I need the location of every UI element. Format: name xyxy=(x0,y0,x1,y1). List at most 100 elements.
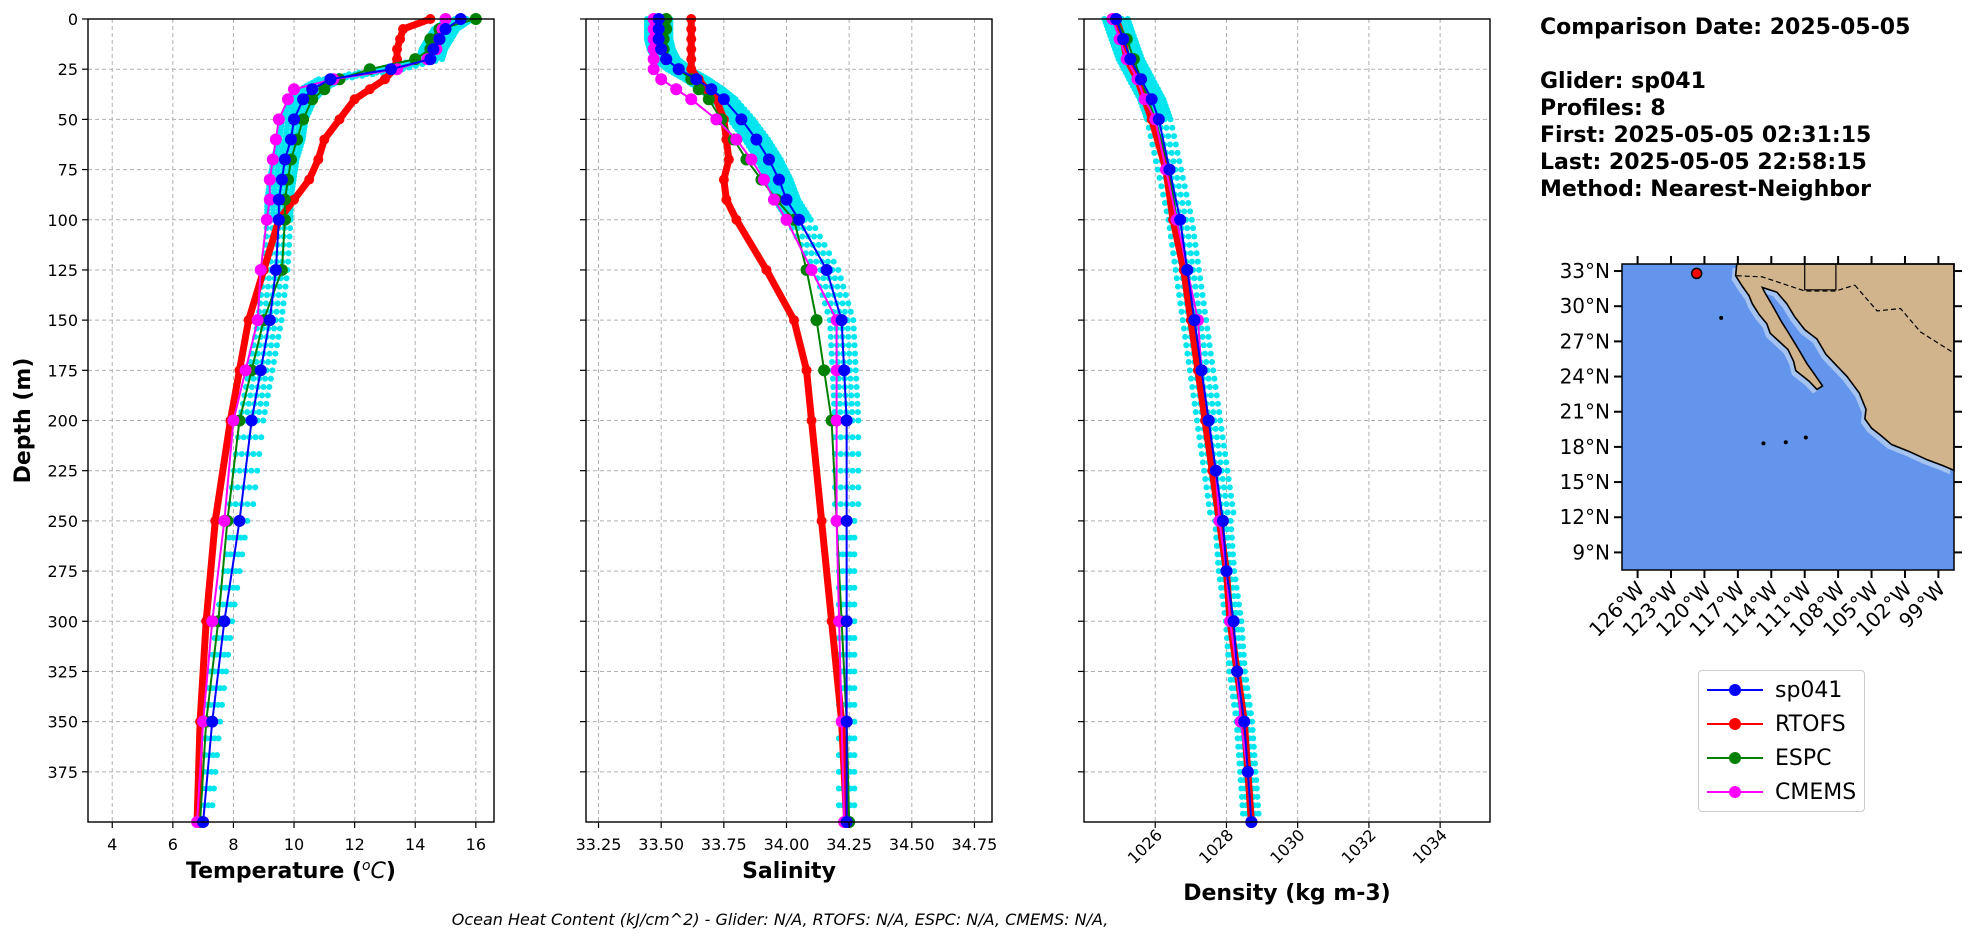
raw-glider-point xyxy=(246,484,253,491)
series-point-sp041 xyxy=(652,33,665,46)
raw-glider-point xyxy=(1178,308,1185,315)
raw-glider-point xyxy=(274,300,281,307)
raw-glider-point xyxy=(851,534,858,541)
raw-glider-point xyxy=(1249,718,1256,725)
raw-glider-point xyxy=(1228,492,1235,499)
series-point-sp041 xyxy=(384,63,397,76)
raw-glider-point xyxy=(808,250,815,257)
series-point-sp041 xyxy=(838,364,851,377)
raw-glider-point xyxy=(1184,225,1191,232)
raw-glider-point xyxy=(831,275,838,282)
raw-glider-point xyxy=(1173,275,1180,282)
profile-panel-3: 1026 1028 1030 1032 1034 Density (kg m-3) xyxy=(1078,13,1491,906)
raw-glider-point xyxy=(1229,501,1236,508)
series-point-cmems xyxy=(757,173,770,186)
raw-glider-point xyxy=(236,568,243,575)
series-point-sp041 xyxy=(1117,33,1130,46)
series-point-sp041 xyxy=(1134,73,1147,86)
raw-glider-point xyxy=(1203,484,1210,491)
series-point-cmems xyxy=(218,514,231,527)
raw-glider-point xyxy=(1215,442,1222,449)
legend-label: ESPC xyxy=(1775,745,1832,771)
raw-glider-point xyxy=(851,701,858,708)
raw-glider-point xyxy=(225,651,232,658)
series-point-sp041 xyxy=(1124,53,1137,66)
lat-tick-label: 18°N xyxy=(1560,435,1610,459)
raw-glider-point xyxy=(851,651,858,658)
raw-glider-point xyxy=(824,258,831,265)
raw-glider-point xyxy=(1170,250,1177,257)
series-point-sp041 xyxy=(278,153,291,166)
raw-glider-point xyxy=(837,484,844,491)
raw-glider-point xyxy=(1151,149,1158,156)
raw-glider-point xyxy=(265,358,272,365)
x-tick-label: 1030 xyxy=(1266,825,1308,867)
raw-glider-point xyxy=(1254,793,1261,800)
raw-glider-point xyxy=(1219,434,1226,441)
raw-glider-point xyxy=(210,785,217,792)
y-tick-label: 375 xyxy=(47,763,78,782)
raw-glider-point xyxy=(1154,166,1161,173)
raw-glider-point xyxy=(1161,200,1168,207)
raw-glider-point xyxy=(215,735,222,742)
series-point-sp041 xyxy=(1241,765,1254,778)
series-point-sp041 xyxy=(218,615,231,628)
series-point-sp041 xyxy=(735,113,748,126)
raw-glider-point xyxy=(1213,434,1220,441)
raw-glider-point xyxy=(1167,116,1174,123)
raw-glider-point xyxy=(278,317,285,324)
raw-glider-point xyxy=(1193,250,1200,257)
raw-glider-point xyxy=(1199,292,1206,299)
series-point-sp041 xyxy=(1152,113,1165,126)
y-axis-label: Depth (m) xyxy=(11,358,36,484)
raw-glider-point xyxy=(826,250,833,257)
raw-glider-point xyxy=(1201,467,1208,474)
series-point-rtofs xyxy=(395,34,406,45)
raw-glider-point xyxy=(276,325,283,332)
series-point-cmems xyxy=(263,193,276,206)
raw-glider-point xyxy=(1205,333,1212,340)
series-point-cmems xyxy=(251,314,264,327)
raw-glider-point xyxy=(1201,308,1208,315)
raw-glider-point xyxy=(266,350,273,357)
raw-glider-point xyxy=(1224,467,1231,474)
raw-glider-point xyxy=(845,333,852,340)
legend-item-espc: ESPC xyxy=(1707,743,1832,773)
raw-glider-point xyxy=(266,384,273,391)
first-time: First: 2025-05-05 02:31:15 xyxy=(1540,123,1872,148)
raw-glider-point xyxy=(1230,509,1237,516)
raw-glider-point xyxy=(855,484,862,491)
method: Method: Nearest-Neighbor xyxy=(1540,177,1871,202)
series-point-sp041 xyxy=(780,193,793,206)
raw-glider-point xyxy=(213,752,220,759)
raw-glider-point xyxy=(830,258,837,265)
raw-glider-point xyxy=(855,467,862,474)
last-time: Last: 2025-05-05 22:58:15 xyxy=(1540,150,1867,175)
raw-glider-point xyxy=(1192,241,1199,248)
raw-glider-point xyxy=(1165,133,1172,140)
raw-glider-point xyxy=(1205,501,1212,508)
raw-glider-point xyxy=(854,409,861,416)
x-tick-label: 33.50 xyxy=(638,835,684,854)
raw-glider-point xyxy=(250,501,257,508)
series-point-sp041 xyxy=(690,73,703,86)
raw-glider-point xyxy=(1226,484,1233,491)
raw-glider-point xyxy=(851,601,858,608)
raw-glider-point xyxy=(851,802,858,809)
legend-swatch xyxy=(1707,714,1763,734)
y-tick-label: 0 xyxy=(68,10,78,29)
raw-glider-point xyxy=(822,283,829,290)
raw-glider-point xyxy=(279,308,286,315)
raw-glider-point xyxy=(217,718,224,725)
series-point-sp041 xyxy=(427,43,440,56)
map-border xyxy=(1736,275,1856,292)
raw-glider-point xyxy=(1198,450,1205,457)
raw-glider-point xyxy=(1177,300,1184,307)
raw-glider-point xyxy=(851,634,858,641)
series-point-cmems xyxy=(206,615,219,628)
raw-glider-point xyxy=(227,634,234,641)
raw-glider-point xyxy=(280,300,287,307)
raw-glider-point xyxy=(1190,225,1197,232)
raw-glider-point xyxy=(1195,425,1202,432)
raw-glider-point xyxy=(234,584,241,591)
